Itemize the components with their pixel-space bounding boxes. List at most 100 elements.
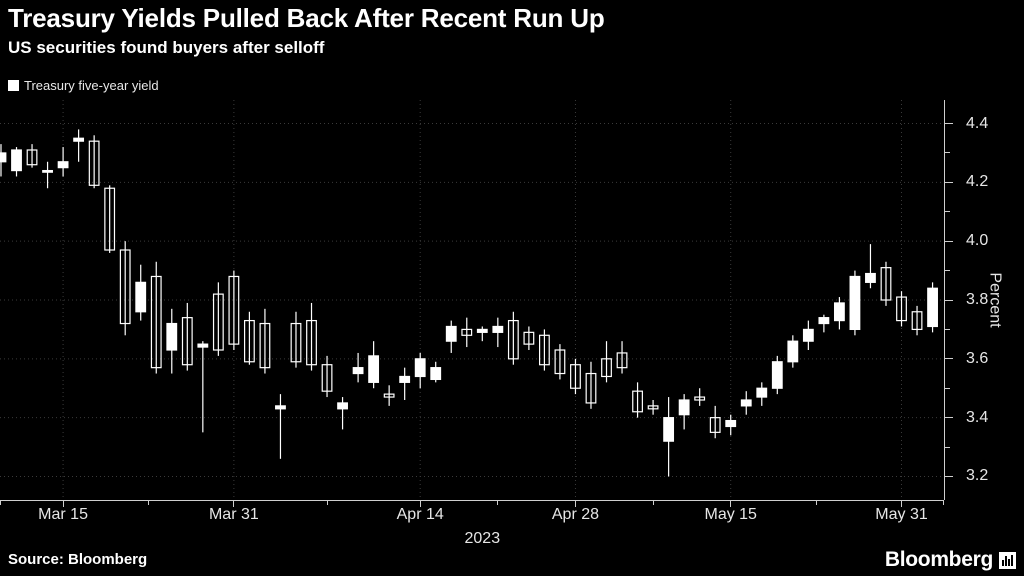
candlestick bbox=[135, 264, 147, 321]
bloomberg-logo-icon bbox=[999, 551, 1016, 569]
y-axis-minor-tick bbox=[945, 152, 950, 154]
candle-body bbox=[11, 149, 22, 172]
candlestick bbox=[414, 352, 426, 389]
candlestick bbox=[647, 400, 659, 415]
candlestick bbox=[709, 405, 721, 439]
candle-body bbox=[461, 328, 473, 336]
candlestick bbox=[0, 144, 7, 177]
source-label: Source: Bloomberg bbox=[8, 551, 148, 568]
candlestick bbox=[771, 355, 783, 395]
y-axis-tick-label: 3.2 bbox=[966, 467, 989, 485]
x-axis-line bbox=[0, 500, 944, 501]
candle-body bbox=[290, 322, 302, 363]
candle-body bbox=[523, 331, 535, 345]
x-axis-tick bbox=[233, 501, 235, 507]
candlestick bbox=[896, 291, 907, 327]
candlestick bbox=[26, 144, 38, 168]
y-axis-minor-tick bbox=[945, 446, 950, 448]
candle-body bbox=[42, 169, 53, 173]
candlestick bbox=[352, 352, 364, 383]
x-axis-tick-label: May 15 bbox=[704, 506, 757, 523]
candlestick bbox=[321, 355, 333, 398]
y-axis-tick-label: 3.4 bbox=[966, 408, 989, 426]
candle-body bbox=[197, 343, 209, 348]
candlestick bbox=[42, 161, 53, 189]
y-axis-tick bbox=[945, 358, 953, 360]
candlestick bbox=[445, 320, 457, 353]
candlestick bbox=[88, 135, 100, 189]
candlestick bbox=[430, 361, 442, 383]
candle-body bbox=[740, 399, 752, 407]
candlestick bbox=[306, 302, 317, 371]
candle-body bbox=[368, 355, 380, 383]
candlestick bbox=[818, 314, 830, 333]
candle-body bbox=[725, 419, 737, 428]
x-axis-edge-tick bbox=[943, 501, 944, 505]
x-axis-tick-label: May 31 bbox=[875, 506, 928, 523]
candle-body bbox=[135, 281, 147, 313]
candle-body bbox=[119, 249, 131, 325]
candlestick bbox=[833, 297, 845, 330]
candle-body bbox=[430, 367, 442, 381]
candle-body bbox=[554, 349, 566, 375]
candle-body bbox=[663, 417, 675, 442]
x-axis-tick-label: Apr 14 bbox=[396, 506, 444, 523]
candle-body bbox=[399, 375, 411, 383]
x-axis-minor-tick bbox=[147, 501, 149, 505]
x-axis-minor-tick bbox=[652, 501, 654, 505]
candle-body bbox=[849, 275, 861, 331]
candle-body bbox=[601, 358, 612, 378]
brand-label: Bloomberg bbox=[884, 548, 993, 571]
candle-body bbox=[802, 328, 814, 342]
y-axis-tick bbox=[945, 240, 953, 242]
candle-body bbox=[787, 340, 799, 363]
candle-body bbox=[585, 372, 597, 404]
candle-body bbox=[104, 187, 116, 251]
bloomberg-brand: Bloomberg bbox=[885, 548, 1016, 572]
x-axis-tick bbox=[901, 501, 902, 507]
candle-body bbox=[694, 396, 706, 401]
candle-body bbox=[321, 364, 333, 392]
x-axis-tick-label: Mar 15 bbox=[38, 506, 88, 523]
candle-body bbox=[166, 322, 178, 351]
candle-body bbox=[181, 317, 193, 366]
candlestick bbox=[663, 397, 675, 477]
x-axis-minor-tick bbox=[497, 501, 499, 505]
candle-body bbox=[150, 275, 162, 369]
candlestick bbox=[911, 305, 923, 336]
x-axis-tick bbox=[419, 501, 421, 507]
candle-body bbox=[492, 325, 504, 333]
candle-body bbox=[756, 387, 768, 398]
candlestick bbox=[523, 326, 535, 350]
y-axis-tick bbox=[945, 417, 953, 419]
candlestick bbox=[119, 241, 131, 336]
chart-legend: Treasury five-year yield bbox=[8, 78, 159, 93]
candlestick bbox=[694, 388, 706, 406]
y-axis-tick bbox=[945, 123, 953, 125]
candle-body bbox=[911, 311, 923, 331]
candle-body bbox=[647, 405, 659, 410]
candlestick bbox=[554, 344, 566, 380]
candlestick bbox=[243, 311, 255, 365]
candlestick bbox=[616, 341, 628, 374]
x-axis-title: 2023 bbox=[464, 530, 501, 547]
candlestick bbox=[756, 382, 768, 406]
candlestick bbox=[601, 341, 612, 383]
candlestick bbox=[383, 385, 395, 406]
candlestick-svg bbox=[0, 100, 944, 500]
candle-body bbox=[228, 275, 240, 345]
candlestick bbox=[212, 282, 224, 356]
candle-body bbox=[632, 390, 643, 413]
candle-body bbox=[865, 272, 876, 283]
candle-body bbox=[818, 317, 830, 325]
candle-body bbox=[306, 319, 317, 366]
y-axis-tick bbox=[945, 181, 953, 183]
x-axis: 2023 Mar 15 Mar 31 Apr 14 Apr 28 May 15 May 3… bbox=[0, 500, 944, 550]
candlestick bbox=[802, 320, 814, 350]
candlestick bbox=[275, 394, 286, 459]
candle-body bbox=[275, 405, 286, 410]
candle-body bbox=[896, 296, 907, 322]
candlestick bbox=[880, 261, 892, 306]
candle-body bbox=[57, 161, 69, 169]
candlestick bbox=[368, 341, 380, 389]
